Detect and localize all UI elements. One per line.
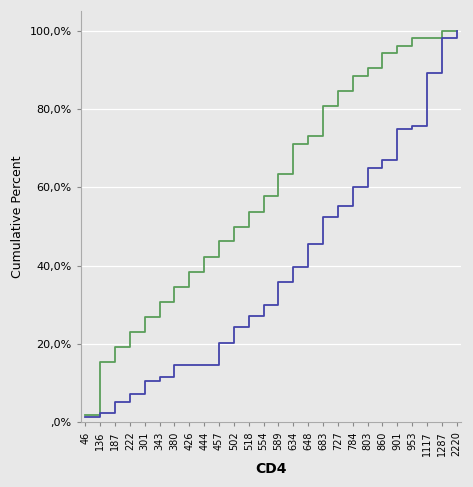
Y-axis label: Cumulative Percent: Cumulative Percent xyxy=(11,155,24,278)
X-axis label: CD4: CD4 xyxy=(255,462,287,476)
